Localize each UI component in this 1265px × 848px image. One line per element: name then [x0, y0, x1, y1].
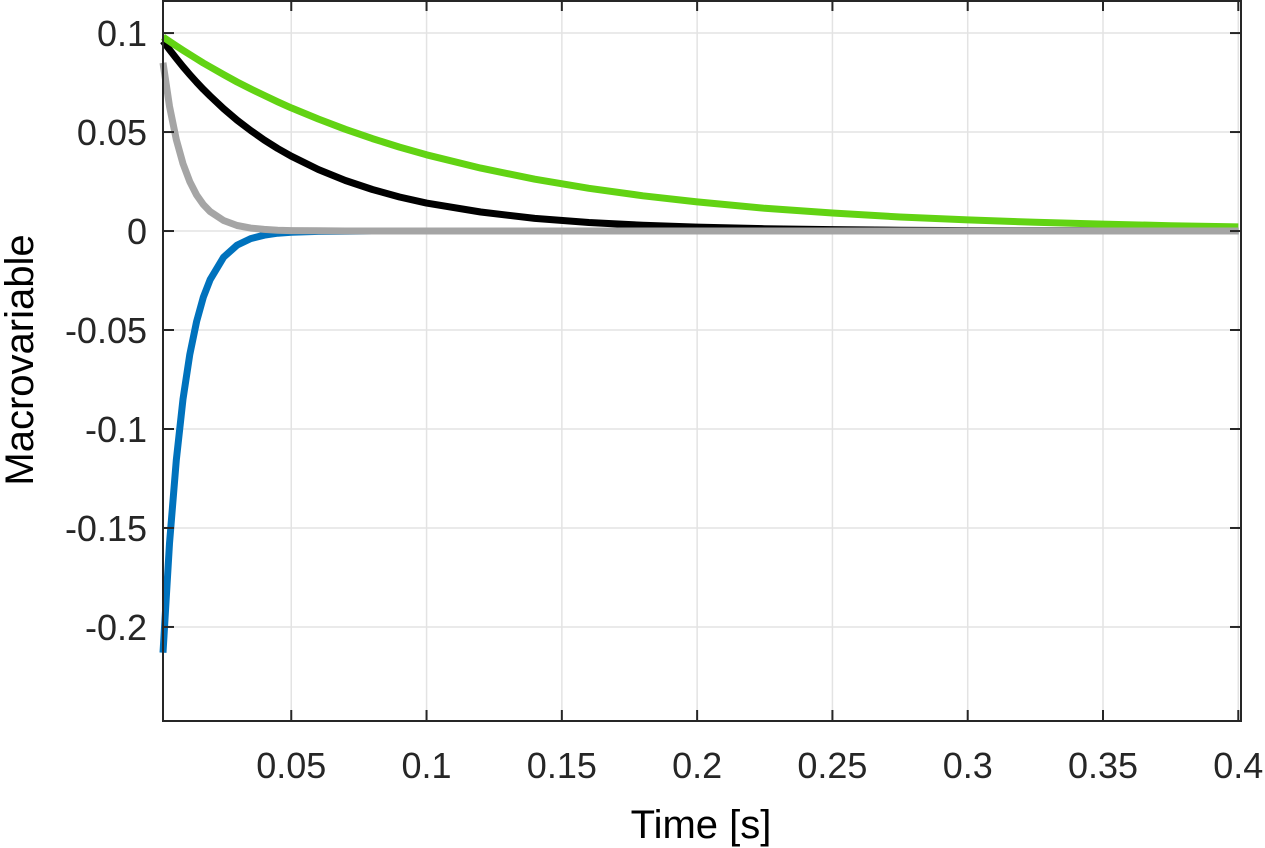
y-tick-label: 0.1: [97, 13, 147, 54]
y-tick-label: 0.05: [77, 112, 147, 153]
y-axis-label: Macrovariable: [0, 234, 42, 485]
y-tick-label: -0.15: [65, 508, 147, 549]
plot-frame: [162, 0, 1242, 722]
y-tick-label: 0: [127, 211, 147, 252]
series-line-blue: [159, 227, 1239, 653]
x-tick-label: 0.1: [402, 745, 452, 786]
x-tick-label: 0.05: [256, 745, 326, 786]
x-tick-label: 0.3: [943, 745, 993, 786]
x-tick-label: 0.25: [797, 745, 867, 786]
data-series: [159, 34, 1239, 653]
series-line-gray: [159, 62, 1239, 235]
series-line-green: [161, 34, 1239, 231]
x-tick-label: 0.2: [672, 745, 722, 786]
y-axis-ticks: 0.1 0.05 0 -0.05 -0.1 -0.15 -0.2: [65, 13, 1241, 648]
y-tick-label: -0.05: [65, 310, 147, 351]
x-tick-label: 0.4: [1213, 745, 1263, 786]
x-tick-label: 0.15: [527, 745, 597, 786]
x-tick-label: 0.35: [1068, 745, 1138, 786]
axes-box: [162, 0, 1242, 722]
grid-lines: [163, 0, 1241, 721]
y-tick-label: -0.1: [85, 409, 147, 450]
x-axis-label: Time [s]: [631, 803, 772, 847]
y-tick-label: -0.2: [85, 607, 147, 648]
x-axis-ticks: 0.05 0.1 0.15 0.2 0.25 0.3 0.35 0.4: [256, 0, 1263, 786]
